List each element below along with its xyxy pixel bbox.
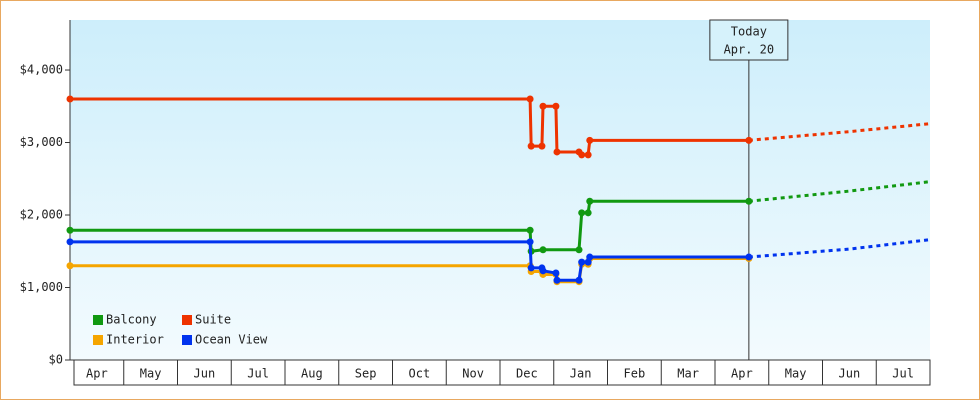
y-tick-label: $1,000 [20,280,63,294]
price-point [584,151,592,159]
price-point [584,209,592,217]
plot-area [70,20,930,360]
price-point [527,142,535,150]
price-point [552,269,560,277]
legend-label: Balcony [106,313,157,327]
y-tick-label: $4,000 [20,63,63,77]
x-tick-label: Feb [624,367,646,381]
price-point [66,238,74,246]
price-point [539,246,547,254]
price-point [526,238,534,246]
projection-line [748,180,931,203]
price-point [586,253,594,261]
price-point [66,226,74,234]
price-point [578,258,586,266]
x-tick-label: Jul [247,367,269,381]
y-tick-label: $0 [49,353,63,367]
price-point [527,264,535,272]
x-tick-label: Jul [892,367,914,381]
legend-label: Interior [106,333,164,347]
price-point [745,253,753,261]
x-tick-label: Oct [409,367,431,381]
price-point [745,136,753,144]
legend-swatch [93,335,103,345]
price-point [553,276,561,284]
x-tick-label: Apr [731,367,753,381]
price-point [586,197,594,205]
price-point [578,209,586,217]
x-tick-label: Jun [839,367,861,381]
legend-swatch [182,335,192,345]
price-point [552,102,560,110]
price-point [66,95,74,103]
legend-label: Suite [195,313,231,327]
x-tick-label: Apr [86,367,108,381]
x-tick-label: Jan [570,367,592,381]
x-axis-band [73,359,931,386]
projection-line [748,122,931,142]
x-tick-label: Mar [677,367,699,381]
x-tick-label: Dec [516,367,538,381]
legend-swatch [182,315,192,325]
price-point [575,246,583,254]
price-point [526,95,534,103]
price-point [586,136,594,144]
price-point [745,197,753,205]
price-point [538,142,546,150]
legend-label: Ocean View [195,333,268,347]
x-tick-label: May [785,367,807,381]
projection-line [748,238,931,259]
price-point [553,148,561,156]
x-tick-label: Jun [194,367,216,381]
price-point [66,262,74,270]
today-label: Apr. 20 [724,43,775,57]
price-point [539,102,547,110]
price-point [539,267,547,275]
price-point [578,151,586,159]
x-tick-label: May [140,367,162,381]
legend-swatch [93,315,103,325]
today-box [709,19,789,61]
today-label: Today [731,25,767,39]
y-tick-label: $3,000 [20,135,63,149]
y-tick-label: $2,000 [20,208,63,222]
x-tick-label: Nov [462,367,484,381]
price-point [575,276,583,284]
price-point [526,226,534,234]
x-tick-label: Aug [301,367,323,381]
x-tick-label: Sep [355,367,377,381]
